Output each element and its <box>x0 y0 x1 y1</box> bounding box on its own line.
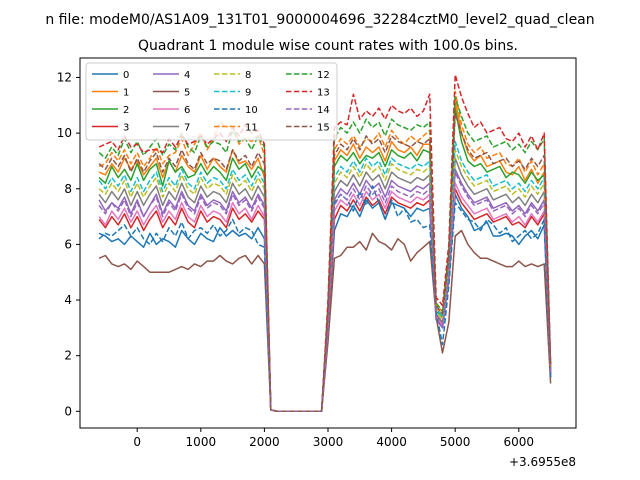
legend-label-13: 13 <box>317 88 330 99</box>
legend-label-9: 9 <box>245 88 251 99</box>
legend-label-5: 5 <box>184 88 190 99</box>
legend-label-12: 12 <box>317 70 330 81</box>
x-axis-offset-label: +3.6955e8 <box>509 455 576 469</box>
y-tick-label-2: 4 <box>64 293 72 307</box>
legend-frame <box>85 62 338 141</box>
series-line-14 <box>98 171 552 413</box>
y-tick-label-3: 6 <box>64 237 72 251</box>
y-tick-label-6: 12 <box>57 70 72 84</box>
chart-title: Quadrant 1 module wise count rates with … <box>138 38 518 54</box>
legend-label-4: 4 <box>184 70 190 81</box>
series-line-12 <box>98 96 552 413</box>
y-tick-label-5: 10 <box>57 126 72 140</box>
legend-label-10: 10 <box>245 105 258 116</box>
legend-label-6: 6 <box>184 105 190 116</box>
x-tick-label-6: 6000 <box>503 435 534 449</box>
series-line-5 <box>98 229 552 413</box>
x-tick-label-0: 0 <box>133 435 141 449</box>
series-layer <box>98 73 552 413</box>
series-line-15 <box>98 112 552 413</box>
figure-suptitle: n file: modeM0/AS1A09_131T01_9000004696_… <box>45 12 594 28</box>
legend-label-1: 1 <box>123 88 129 99</box>
y-tick-label-1: 2 <box>64 349 72 363</box>
y-tick-label-0: 0 <box>64 404 72 418</box>
x-tick-label-1: 1000 <box>186 435 217 449</box>
x-tick-label-5: 5000 <box>440 435 471 449</box>
legend-label-7: 7 <box>184 123 190 134</box>
y-axis: 0 2 4 6 8 10 12 <box>57 70 80 418</box>
legend-label-15: 15 <box>317 123 330 134</box>
legend-label-8: 8 <box>245 70 251 81</box>
legend-label-0: 0 <box>123 70 129 81</box>
legend-label-2: 2 <box>123 105 129 116</box>
legend-label-11: 11 <box>245 123 258 134</box>
series-line-8 <box>98 149 552 413</box>
x-tick-label-3: 3000 <box>313 435 344 449</box>
x-axis: 0 1000 2000 3000 4000 5000 6000 <box>133 428 534 449</box>
x-tick-label-2: 2000 <box>249 435 280 449</box>
x-tick-label-4: 4000 <box>376 435 407 449</box>
y-tick-label-4: 8 <box>64 182 72 196</box>
legend-label-3: 3 <box>123 123 129 134</box>
legend-label-14: 14 <box>317 105 330 116</box>
